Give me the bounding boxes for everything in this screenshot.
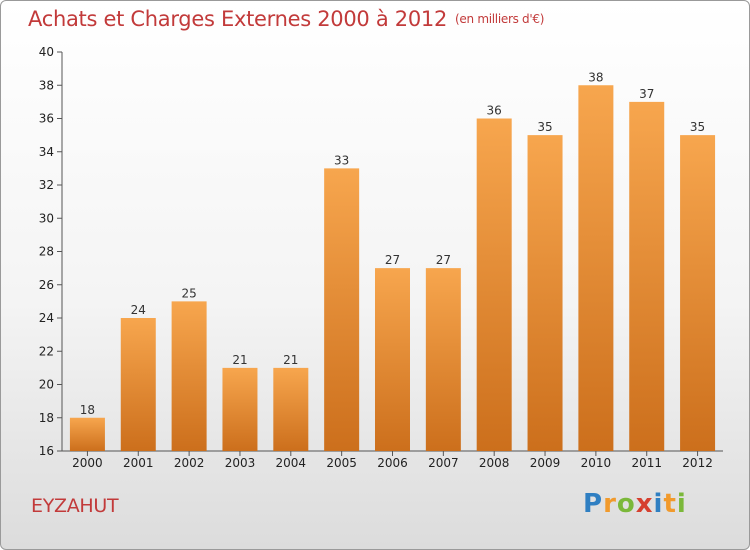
commune-name: EYZAHUT xyxy=(31,495,119,517)
y-tick-label: 32 xyxy=(39,178,54,192)
bar-value-label: 25 xyxy=(181,286,196,300)
bar xyxy=(476,118,512,451)
y-tick-label: 18 xyxy=(39,411,54,425)
bar xyxy=(69,417,105,451)
logo-letter: t xyxy=(663,489,677,519)
x-tick-label: 2011 xyxy=(631,456,662,470)
logo-letter: x xyxy=(635,489,654,519)
bar-value-label: 38 xyxy=(588,70,603,84)
bar xyxy=(527,135,563,451)
bar xyxy=(120,318,156,451)
logo-letter: P xyxy=(583,489,604,519)
x-tick-label: 2004 xyxy=(276,456,307,470)
bar-value-label: 18 xyxy=(80,403,95,417)
bar xyxy=(273,367,309,451)
bar-value-label: 37 xyxy=(639,87,654,101)
bar-value-label: 21 xyxy=(283,353,298,367)
x-tick-label: 2007 xyxy=(428,456,459,470)
logo-letter: o xyxy=(616,489,636,519)
x-tick-label: 2002 xyxy=(174,456,205,470)
title-text: Achats et Charges Externes 2000 à 2012 xyxy=(28,7,448,31)
x-tick-label: 2009 xyxy=(530,456,561,470)
bar-value-label: 21 xyxy=(232,353,247,367)
y-tick-label: 20 xyxy=(39,378,54,392)
proxiti-logo: Proxiti xyxy=(583,489,687,519)
y-tick-label: 22 xyxy=(39,344,54,358)
logo-letter: i xyxy=(653,489,664,519)
y-tick-label: 30 xyxy=(39,211,54,225)
x-tick-label: 2006 xyxy=(377,456,408,470)
x-tick-label: 2008 xyxy=(479,456,510,470)
y-tick-label: 34 xyxy=(39,145,54,159)
y-tick-label: 26 xyxy=(39,278,54,292)
bar xyxy=(578,85,614,451)
y-tick-label: 36 xyxy=(39,112,54,126)
bar-value-label: 33 xyxy=(334,153,349,167)
y-tick-label: 24 xyxy=(39,311,54,325)
bar xyxy=(629,101,665,451)
bar-value-label: 35 xyxy=(690,120,705,134)
bar-value-label: 27 xyxy=(436,253,451,267)
bar-value-label: 27 xyxy=(385,253,400,267)
logo-letter: i xyxy=(676,489,687,519)
chart-subtitle: (en milliers d'€) xyxy=(455,12,545,26)
y-tick-label: 40 xyxy=(39,45,54,59)
bar-value-label: 36 xyxy=(487,104,502,118)
bar-value-label: 24 xyxy=(131,303,146,317)
bar xyxy=(324,168,360,451)
bar xyxy=(171,301,207,451)
x-tick-label: 2005 xyxy=(326,456,357,470)
bar xyxy=(375,268,410,451)
x-tick-label: 2010 xyxy=(581,456,612,470)
bar xyxy=(222,367,258,451)
bar-value-label: 35 xyxy=(537,120,552,134)
y-tick-label: 16 xyxy=(39,444,54,458)
x-tick-label: 2003 xyxy=(225,456,256,470)
bar xyxy=(680,135,716,451)
x-tick-label: 2000 xyxy=(72,456,103,470)
x-tick-label: 2012 xyxy=(682,456,713,470)
bar xyxy=(425,268,461,451)
logo-letter: r xyxy=(603,489,617,519)
y-tick-label: 28 xyxy=(39,245,54,259)
chart-title: Achats et Charges Externes 2000 à 2012 (e… xyxy=(28,7,544,31)
x-tick-label: 2001 xyxy=(123,456,154,470)
y-tick-label: 38 xyxy=(39,78,54,92)
